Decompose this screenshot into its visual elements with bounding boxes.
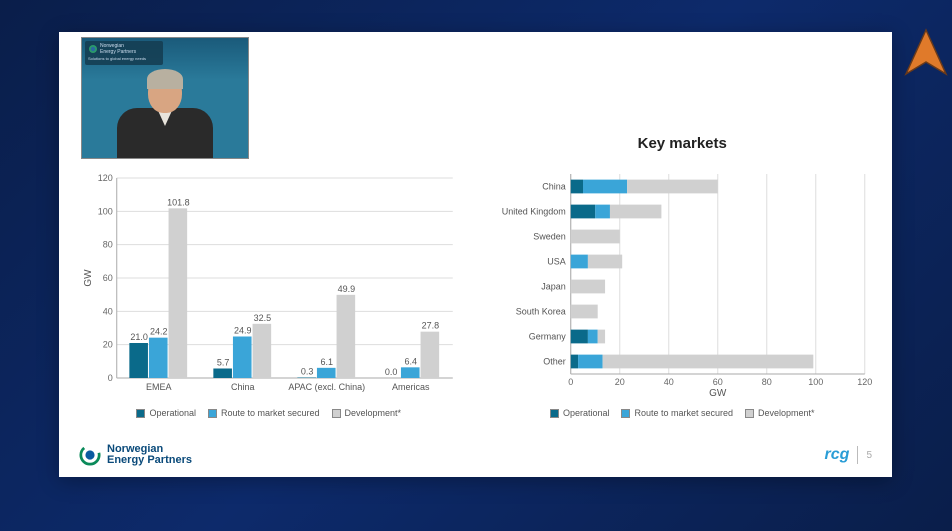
svg-text:60: 60 bbox=[712, 377, 722, 387]
svg-text:United Kingdom: United Kingdom bbox=[501, 207, 565, 217]
presenter-figure bbox=[110, 63, 220, 158]
legend-rt: Route to market secured bbox=[221, 408, 320, 418]
svg-text:24.9: 24.9 bbox=[234, 326, 252, 336]
svg-text:0.0: 0.0 bbox=[385, 367, 398, 377]
svg-text:100: 100 bbox=[98, 206, 113, 216]
right-chart-title: Key markets bbox=[491, 135, 875, 152]
nep-l2: Energy Partners bbox=[107, 455, 192, 466]
svg-text:20: 20 bbox=[614, 377, 624, 387]
svg-text:China: China bbox=[542, 182, 566, 192]
svg-text:5.7: 5.7 bbox=[217, 358, 230, 368]
svg-text:USA: USA bbox=[547, 257, 566, 267]
svg-text:Sweden: Sweden bbox=[533, 232, 566, 242]
svg-text:40: 40 bbox=[103, 306, 113, 316]
svg-text:21.0: 21.0 bbox=[130, 332, 148, 342]
legend-dv-r: Development* bbox=[758, 408, 815, 418]
rcg-block: rcg 5 bbox=[825, 446, 872, 464]
page-number: 5 bbox=[866, 450, 872, 461]
legend-rt-r: Route to market secured bbox=[634, 408, 733, 418]
svg-text:24.2: 24.2 bbox=[150, 327, 168, 337]
nep-logo: Norwegian Energy Partners bbox=[79, 444, 192, 466]
legend-op: Operational bbox=[149, 408, 196, 418]
slide: Norwegian Energy Partners Solutions to g… bbox=[59, 32, 892, 477]
charts-row: 0 20 40 60 80 100 120 GW 21.024.2 101.8 EMEA 5.7 24.… bbox=[77, 170, 874, 430]
nep-swirl-icon bbox=[79, 444, 101, 466]
svg-text:6.4: 6.4 bbox=[404, 356, 417, 366]
presenter-webcam: Norwegian Energy Partners Solutions to g… bbox=[81, 37, 249, 159]
webcam-tagline: Solutions to global energy needs bbox=[88, 56, 160, 61]
svg-text:120: 120 bbox=[98, 173, 113, 183]
webcam-brand-bug: Norwegian Energy Partners Solutions to g… bbox=[85, 41, 163, 65]
svg-text:40: 40 bbox=[663, 377, 673, 387]
svg-text:80: 80 bbox=[761, 377, 771, 387]
svg-text:APAC (excl. China): APAC (excl. China) bbox=[288, 382, 365, 392]
svg-text:EMEA: EMEA bbox=[146, 382, 172, 392]
rcg-logo: rcg bbox=[825, 446, 850, 464]
slide-footer: Norwegian Energy Partners rcg 5 bbox=[79, 441, 872, 469]
svg-text:0: 0 bbox=[568, 377, 573, 387]
svg-text:60: 60 bbox=[103, 273, 113, 283]
svg-text:100: 100 bbox=[808, 377, 823, 387]
svg-text:27.8: 27.8 bbox=[422, 321, 440, 331]
svg-text:Japan: Japan bbox=[541, 282, 566, 292]
svg-text:32.5: 32.5 bbox=[254, 313, 272, 323]
svg-text:0: 0 bbox=[108, 373, 113, 383]
svg-text:120: 120 bbox=[857, 377, 872, 387]
svg-text:Americas: Americas bbox=[392, 382, 430, 392]
svg-text:China: China bbox=[231, 382, 255, 392]
svg-text:6.1: 6.1 bbox=[320, 357, 333, 367]
svg-text:GW: GW bbox=[709, 388, 727, 399]
right-legend: Operational Route to market secured Deve… bbox=[491, 408, 875, 418]
webcam-brand-l2: Energy Partners bbox=[100, 49, 136, 55]
svg-text:20: 20 bbox=[103, 340, 113, 350]
svg-text:0.3: 0.3 bbox=[301, 367, 314, 377]
svg-text:49.9: 49.9 bbox=[338, 284, 356, 294]
svg-text:South Korea: South Korea bbox=[515, 307, 565, 317]
legend-dv: Development* bbox=[345, 408, 402, 418]
svg-text:80: 80 bbox=[103, 240, 113, 250]
svg-text:Germany: Germany bbox=[528, 332, 566, 342]
svg-text:101.8: 101.8 bbox=[167, 197, 190, 207]
right-chart: Key markets 020406080100120GWChinaUnited… bbox=[491, 170, 875, 430]
legend-op-r: Operational bbox=[563, 408, 610, 418]
svg-text:Other: Other bbox=[543, 357, 566, 367]
left-legend: Operational Route to market secured Deve… bbox=[77, 408, 461, 418]
cursor-arrow-icon bbox=[900, 28, 952, 80]
left-chart: 0 20 40 60 80 100 120 GW 21.024.2 101.8 EMEA 5.7 24.… bbox=[77, 170, 461, 430]
svg-text:GW: GW bbox=[83, 269, 94, 287]
